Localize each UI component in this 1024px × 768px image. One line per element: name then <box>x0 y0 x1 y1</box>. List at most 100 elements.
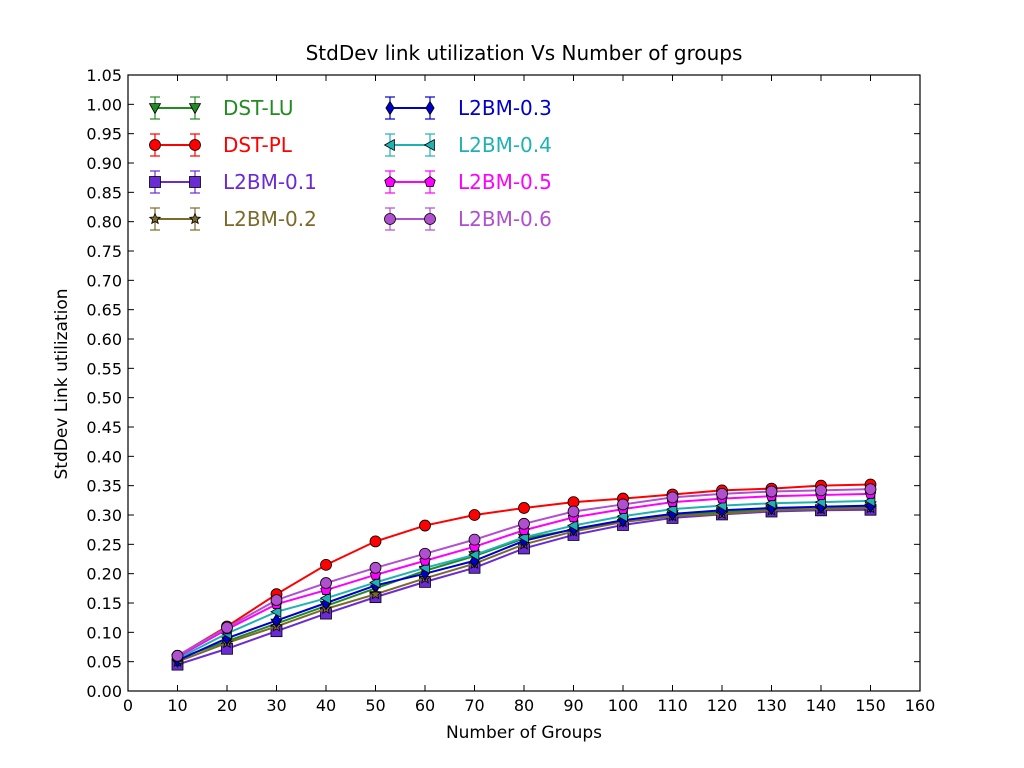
legend-marker <box>149 139 161 151</box>
x-tick-label: 50 <box>365 696 385 715</box>
legend-item: L2BM-0.5 <box>384 170 552 194</box>
data-point <box>567 519 579 532</box>
y-tick-label: 0.15 <box>86 594 122 613</box>
data-point <box>518 502 530 514</box>
x-tick-label: 130 <box>756 696 787 715</box>
legend-marker <box>423 138 435 152</box>
y-tick-label: 1.05 <box>86 66 122 85</box>
legend-label: L2BM-0.4 <box>458 133 552 157</box>
y-tick-label: 0.45 <box>86 418 122 437</box>
x-tick-label: 60 <box>415 696 435 715</box>
legend-label: DST-LU <box>223 96 293 120</box>
data-point <box>319 592 331 605</box>
legend-label: L2BM-0.2 <box>223 207 317 231</box>
data-point <box>419 519 431 532</box>
x-tick-label: 40 <box>316 696 336 715</box>
y-tick-label: 0.70 <box>86 271 122 290</box>
x-tick-label: 30 <box>266 696 286 715</box>
legend-item: L2BM-0.1 <box>149 170 317 194</box>
y-tick-label: 0.35 <box>86 477 122 496</box>
legend-item: L2BM-0.6 <box>384 207 552 231</box>
y-tick-label: 0.55 <box>86 359 122 378</box>
legend-marker <box>148 212 162 225</box>
legend-marker <box>384 213 396 225</box>
data-point <box>369 576 381 589</box>
y-tick-label: 0.95 <box>86 125 122 144</box>
y-tick-label: 0.20 <box>86 565 122 584</box>
data-point <box>666 491 679 504</box>
data-point <box>468 509 481 521</box>
y-tick-label: 0.85 <box>86 183 122 202</box>
x-tick-label: 120 <box>707 696 738 715</box>
legend-marker <box>148 103 162 115</box>
legend-marker <box>384 176 396 187</box>
data-point <box>468 533 481 546</box>
y-tick-label: 0.65 <box>86 301 122 320</box>
data-point <box>864 483 877 496</box>
x-axis-label: Number of Groups <box>446 723 602 743</box>
legend-marker <box>189 139 201 151</box>
data-point <box>320 558 332 571</box>
x-tick-label: 90 <box>563 696 583 715</box>
y-tick-label: 0.80 <box>86 213 122 232</box>
legend-marker <box>188 103 202 115</box>
legend: DST-LU DST-PL L2BM-0.1 L2BM-0.2 L2BM-0.3 L2BM… <box>148 96 552 231</box>
data-point <box>271 613 282 628</box>
data-point <box>468 548 480 562</box>
y-tick-label: 0.60 <box>86 330 122 349</box>
x-tick-label: 150 <box>855 696 886 715</box>
y-axis-label: StdDev Link utilization <box>52 289 72 480</box>
x-tick-label: 110 <box>657 696 688 715</box>
data-point <box>320 577 332 589</box>
legend-marker <box>383 138 395 152</box>
y-tick-label: 0.30 <box>86 506 122 525</box>
y-tick-label: 0.75 <box>86 242 122 261</box>
legend-label: L2BM-0.1 <box>223 170 317 194</box>
legend-item: L2BM-0.2 <box>148 207 317 231</box>
data-point <box>369 561 382 574</box>
legend-item: L2BM-0.3 <box>385 96 552 120</box>
y-tick-label: 0.10 <box>86 623 122 642</box>
y-tick-label: 0.05 <box>86 653 122 672</box>
y-tick-label: 0.40 <box>86 447 122 466</box>
data-point <box>369 587 382 600</box>
legend-marker <box>425 100 435 116</box>
data-point <box>221 621 233 634</box>
data-point <box>567 505 580 518</box>
data-point <box>716 487 728 500</box>
legend-marker <box>149 176 161 188</box>
data-point <box>171 649 184 662</box>
y-tick-label: 1.00 <box>86 95 122 114</box>
y-tick-label: 0.90 <box>86 154 122 173</box>
data-point <box>419 547 431 560</box>
legend-label: L2BM-0.5 <box>458 170 552 194</box>
data-point <box>518 517 530 530</box>
legend-item: DST-PL <box>149 133 293 157</box>
data-point <box>270 605 282 618</box>
y-tick-label: 0.25 <box>86 535 122 554</box>
y-tick-label: 0.00 <box>86 682 122 701</box>
x-tick-label: 20 <box>217 696 237 715</box>
y-tick-label: 0.50 <box>86 389 122 408</box>
legend-marker <box>189 176 201 188</box>
plot-frame <box>127 74 921 692</box>
legend-label: L2BM-0.6 <box>458 207 552 231</box>
legend-label: L2BM-0.3 <box>458 96 552 120</box>
x-tick-label: 70 <box>464 696 484 715</box>
data-point <box>369 535 382 548</box>
legend-item: L2BM-0.4 <box>383 133 552 157</box>
x-tick-label: 140 <box>806 696 837 715</box>
x-tick-label: 100 <box>608 696 639 715</box>
plot-area: 0 10 20 30 40 50 60 70 80 90 100 110 120 130 140 150 160… <box>86 66 935 715</box>
data-point <box>765 485 778 498</box>
chart-title: StdDev link utilization Vs Number of gro… <box>306 41 743 65</box>
legend-label: DST-PL <box>223 133 293 157</box>
legend-marker <box>385 100 395 116</box>
series-l2bm-0-6 <box>171 483 877 662</box>
x-tick-label: 80 <box>514 696 534 715</box>
legend-marker <box>424 176 436 187</box>
legend-marker <box>424 213 436 225</box>
data-point <box>617 498 629 511</box>
